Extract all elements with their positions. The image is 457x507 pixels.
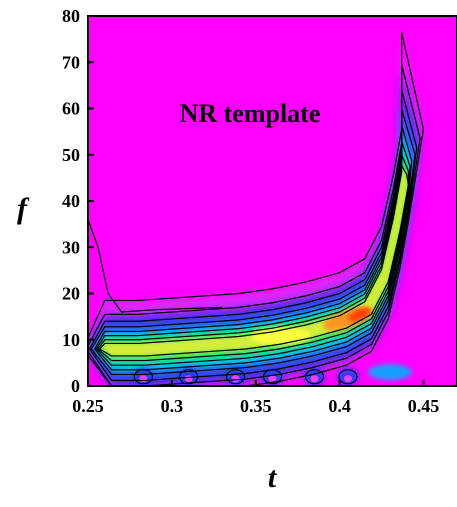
- contour-line: [89, 89, 418, 382]
- low-freq-blob-core: [268, 375, 277, 383]
- y-tick-label: 70: [62, 52, 80, 72]
- contour-line: [97, 154, 409, 362]
- x-axis-label: t: [268, 461, 278, 494]
- contour-line: [95, 140, 411, 366]
- y-tick-label: 60: [62, 99, 80, 119]
- x-tick-label: 0.3: [161, 396, 184, 416]
- y-tick-label: 80: [62, 6, 80, 26]
- contour-line: [88, 31, 425, 386]
- contour-line-blob: [226, 369, 246, 385]
- annotation-label: NR template: [180, 99, 321, 128]
- heat-band-5: [98, 147, 409, 363]
- y-axis: 0 10 20 30 40 50 60 70 80: [62, 6, 94, 396]
- contour-line-blob: [263, 369, 282, 385]
- y-tick-label: 30: [62, 237, 80, 257]
- low-freq-blob-core: [310, 375, 319, 383]
- y-tick-label: 10: [62, 330, 80, 350]
- y-tick-label: 50: [62, 145, 80, 165]
- contour-lines: [88, 31, 425, 386]
- y-tick-label: 0: [71, 376, 80, 396]
- y-axis-label: f: [17, 192, 30, 225]
- x-axis: 0.25 0.3 0.35 0.4 0.45: [72, 380, 439, 416]
- y-tick-label: 40: [62, 191, 80, 211]
- x-tick-label: 0.45: [408, 396, 440, 416]
- contour-line: [94, 125, 413, 371]
- y-tick-label: 20: [62, 284, 80, 304]
- contour-line: [99, 164, 409, 357]
- plot-area: [88, 16, 457, 386]
- low-freq-blob-core: [343, 375, 352, 383]
- contour-line-blob: [338, 369, 358, 385]
- contour-line: [88, 63, 421, 386]
- contour-line-blob: [133, 369, 153, 385]
- low-freq-blob-core: [231, 375, 240, 383]
- x-tick-label: 0.25: [72, 396, 104, 416]
- hotspot-red: [348, 307, 371, 322]
- x-tick-label: 0.35: [240, 396, 272, 416]
- contour-line-blob: [179, 369, 199, 385]
- x-tick-label: 0.4: [328, 396, 351, 416]
- contour-line-blob: [304, 369, 324, 385]
- contour-line: [90, 108, 416, 376]
- contour-line-left: [88, 219, 223, 313]
- low-freq-blob-core: [184, 375, 193, 383]
- low-freq-blob-right: [367, 364, 412, 381]
